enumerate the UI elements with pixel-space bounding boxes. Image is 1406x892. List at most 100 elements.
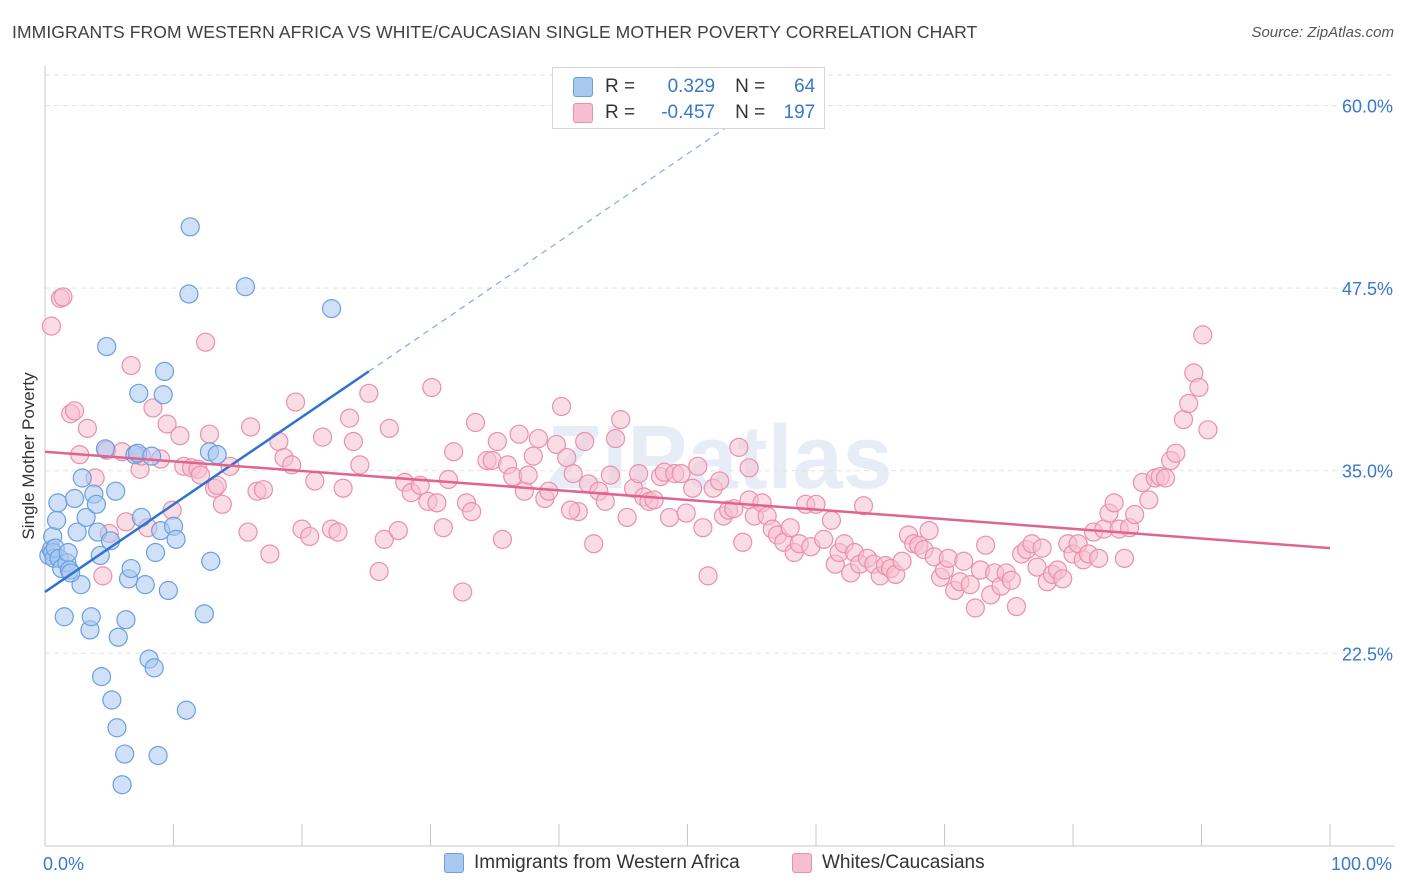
pink-point bbox=[698, 566, 718, 586]
pink-point bbox=[892, 551, 912, 571]
pink-point bbox=[444, 442, 464, 462]
blue-point bbox=[148, 745, 168, 766]
trend-lines bbox=[44, 127, 1331, 593]
pink-point bbox=[305, 471, 325, 491]
blue-swatch bbox=[444, 853, 464, 873]
blue-point bbox=[158, 580, 178, 601]
pink-point bbox=[853, 496, 874, 516]
pink-point bbox=[359, 383, 379, 403]
pink-point bbox=[1166, 443, 1186, 463]
pink-point bbox=[509, 424, 529, 444]
stats-row-pink: R = -0.457 N = 197 bbox=[573, 100, 815, 126]
blue-point bbox=[116, 610, 136, 630]
blue-point bbox=[67, 522, 87, 542]
y-tick-label: 60.0% bbox=[1342, 97, 1393, 117]
pink-point bbox=[453, 582, 473, 602]
pink-point bbox=[780, 518, 800, 538]
pink-point bbox=[617, 507, 637, 528]
pink-point bbox=[1001, 570, 1021, 590]
pink-point bbox=[1189, 377, 1209, 398]
pink-point bbox=[199, 424, 220, 444]
pink-point bbox=[693, 518, 713, 538]
pink-point bbox=[379, 418, 399, 438]
blue-point bbox=[144, 658, 164, 678]
blue-point bbox=[153, 385, 173, 405]
y-tick-label: 35.0% bbox=[1342, 462, 1393, 482]
pink-point bbox=[814, 529, 834, 549]
pink-point bbox=[611, 409, 631, 430]
pink-point bbox=[514, 481, 534, 501]
blue-point bbox=[121, 558, 141, 579]
blue-point bbox=[235, 277, 256, 297]
pink-point bbox=[492, 529, 513, 549]
pink-point bbox=[260, 544, 280, 564]
blue-point bbox=[145, 542, 166, 563]
pink-point bbox=[528, 428, 549, 449]
blue-swatch bbox=[573, 77, 593, 97]
blue-point bbox=[142, 446, 162, 466]
blue-point bbox=[76, 507, 96, 528]
pink-point bbox=[157, 414, 177, 434]
x-tick-label: 0.0% bbox=[43, 854, 84, 874]
pink-point bbox=[253, 480, 274, 500]
y-tick-label: 47.5% bbox=[1342, 279, 1393, 299]
pink-point bbox=[600, 465, 621, 485]
blue-point bbox=[154, 361, 175, 382]
pink-point bbox=[1114, 548, 1135, 568]
pink-point bbox=[629, 464, 649, 484]
pink-point bbox=[551, 396, 572, 417]
pink-point bbox=[93, 566, 113, 586]
pink-point bbox=[729, 437, 749, 457]
pink-point bbox=[710, 471, 730, 491]
pink-point bbox=[388, 520, 408, 541]
pink-point bbox=[1198, 420, 1218, 440]
pink-point bbox=[328, 522, 348, 542]
pink-point bbox=[170, 426, 190, 446]
pink-point bbox=[212, 494, 232, 514]
pink-point bbox=[518, 465, 538, 485]
pink-series-points bbox=[41, 287, 1218, 618]
legend-item-western-africa[interactable]: Immigrants from Western Africa bbox=[444, 852, 740, 874]
pink-point bbox=[1173, 409, 1194, 430]
blue-series-points bbox=[39, 217, 342, 795]
pink-point bbox=[207, 475, 227, 495]
chart-title: IMMIGRANTS FROM WESTERN AFRICA VS WHITE/… bbox=[12, 22, 978, 42]
pink-point bbox=[1104, 493, 1124, 513]
blue-point bbox=[72, 468, 92, 488]
pink-point bbox=[960, 575, 980, 595]
pink-point bbox=[605, 428, 626, 449]
pink-point bbox=[374, 529, 394, 549]
r-label: R = bbox=[605, 102, 636, 123]
legend-label: Whites/Caucasians bbox=[822, 852, 985, 873]
pink-point bbox=[659, 507, 680, 528]
blue-point bbox=[86, 494, 107, 514]
blue-point bbox=[54, 607, 74, 627]
pink-point bbox=[121, 355, 141, 376]
blue-point bbox=[207, 445, 227, 465]
blue-trend-extension bbox=[368, 127, 727, 372]
blue-point bbox=[180, 217, 200, 237]
pink-point bbox=[688, 456, 708, 476]
blue-point bbox=[81, 607, 101, 627]
r-value: -0.457 bbox=[661, 102, 716, 123]
blue-point bbox=[48, 493, 68, 513]
blue-point bbox=[194, 604, 214, 624]
pink-point bbox=[53, 287, 73, 307]
pink-point bbox=[350, 455, 370, 475]
blue-point bbox=[176, 700, 196, 720]
stats-row-blue: R = 0.329 N = 64 bbox=[573, 74, 815, 100]
pink-swatch bbox=[792, 853, 812, 873]
blue-point bbox=[321, 299, 342, 319]
n-label: N = bbox=[735, 102, 766, 123]
pink-point bbox=[739, 458, 759, 478]
pink-point bbox=[196, 332, 216, 352]
pink-point bbox=[919, 520, 939, 541]
r-value: 0.329 bbox=[667, 76, 716, 97]
legend-item-whites[interactable]: Whites/Caucasians bbox=[792, 852, 985, 874]
blue-point bbox=[91, 667, 112, 687]
pink-point bbox=[1193, 325, 1213, 345]
pink-point bbox=[465, 412, 486, 433]
blue-point bbox=[95, 439, 115, 459]
pink-point bbox=[438, 469, 459, 490]
